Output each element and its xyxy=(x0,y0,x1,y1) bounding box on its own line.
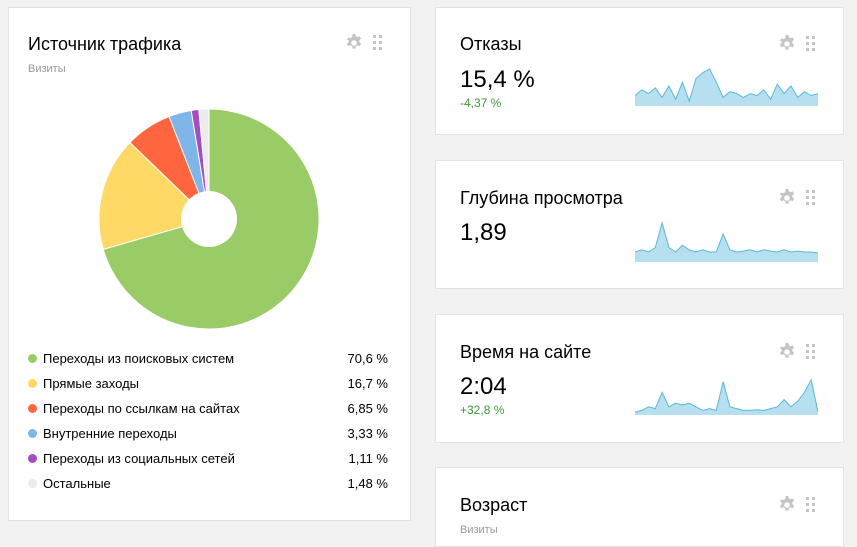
gear-icon[interactable] xyxy=(778,189,796,207)
time-value: 2:04 xyxy=(460,373,507,400)
legend-dot-icon xyxy=(28,479,37,488)
bounce-title: Отказы xyxy=(460,34,522,54)
legend-value: 1,48 % xyxy=(347,476,388,491)
legend-item[interactable]: Переходы из социальных сетей 1,11 % xyxy=(28,450,390,475)
gear-icon[interactable] xyxy=(778,343,796,361)
legend-dot-icon xyxy=(28,379,37,388)
depth-title: Глубина просмотра xyxy=(460,188,623,208)
traffic-source-title: Источник трафика xyxy=(28,34,182,54)
legend-label: Переходы из поисковых систем xyxy=(43,351,235,366)
age-subtitle: Визиты xyxy=(460,524,498,536)
depth-sparkline xyxy=(635,220,818,262)
gear-icon[interactable] xyxy=(778,496,796,514)
depth-value: 1,89 xyxy=(460,219,507,246)
traffic-pie-chart xyxy=(98,108,320,330)
legend-label: Внутренние переходы xyxy=(43,426,177,441)
sparkline-line xyxy=(635,220,818,254)
sparkline-line xyxy=(635,378,818,413)
legend-item[interactable]: Переходы по ссылкам на сайтах 6,85 % xyxy=(28,400,390,425)
legend-item[interactable]: Внутренние переходы 3,33 % xyxy=(28,425,390,450)
sparkline-area xyxy=(635,68,818,106)
time-sparkline xyxy=(635,378,818,415)
legend-dot-icon xyxy=(28,429,37,438)
donut-hole xyxy=(181,191,237,247)
bounce-value: 15,4 % xyxy=(460,66,535,93)
sparkline-line xyxy=(635,68,818,103)
legend-dot-icon xyxy=(28,454,37,463)
legend-value: 6,85 % xyxy=(347,401,388,416)
drag-handle-icon[interactable] xyxy=(806,190,816,206)
legend-item[interactable]: Переходы из поисковых систем 70,6 % xyxy=(28,350,390,375)
legend-dot-icon xyxy=(28,404,37,413)
depth-card: Глубина просмотра 1,89 xyxy=(435,160,844,289)
sparkline-area xyxy=(635,379,818,415)
drag-handle-icon[interactable] xyxy=(806,36,816,52)
time-delta: +32,8 % xyxy=(460,403,505,417)
bounce-sparkline xyxy=(635,68,818,106)
legend-dot-icon xyxy=(28,354,37,363)
drag-handle-icon[interactable] xyxy=(806,344,816,360)
legend-label: Переходы по ссылкам на сайтах xyxy=(43,401,240,416)
age-title: Возраст xyxy=(460,495,528,515)
legend-label: Остальные xyxy=(43,476,111,491)
traffic-source-subtitle: Визиты xyxy=(28,63,66,75)
traffic-source-card: Источник трафика Визиты Переходы из поис… xyxy=(8,7,411,521)
legend-value: 16,7 % xyxy=(347,376,388,391)
time-card: Время на сайте 2:04 +32,8 % xyxy=(435,314,844,443)
drag-handle-icon[interactable] xyxy=(806,497,816,513)
bounce-delta: -4,37 % xyxy=(460,96,502,110)
legend-label: Переходы из социальных сетей xyxy=(43,451,235,466)
gear-icon[interactable] xyxy=(778,35,796,53)
bounce-card: Отказы 15,4 % -4,37 % xyxy=(435,7,844,135)
legend-item[interactable]: Остальные 1,48 % xyxy=(28,475,390,500)
legend-value: 3,33 % xyxy=(347,426,388,441)
legend-value: 1,11 % xyxy=(348,451,388,466)
time-title: Время на сайте xyxy=(460,342,592,362)
legend-value: 70,6 % xyxy=(347,351,388,366)
traffic-legend: Переходы из поисковых систем 70,6 % Прямые… xyxy=(28,350,390,500)
legend-item[interactable]: Прямые заходы 16,7 % xyxy=(28,375,390,400)
gear-icon[interactable] xyxy=(345,34,363,52)
legend-label: Прямые заходы xyxy=(43,376,140,391)
drag-handle-icon[interactable] xyxy=(373,35,383,51)
age-card: Возраст Визиты xyxy=(435,467,844,547)
